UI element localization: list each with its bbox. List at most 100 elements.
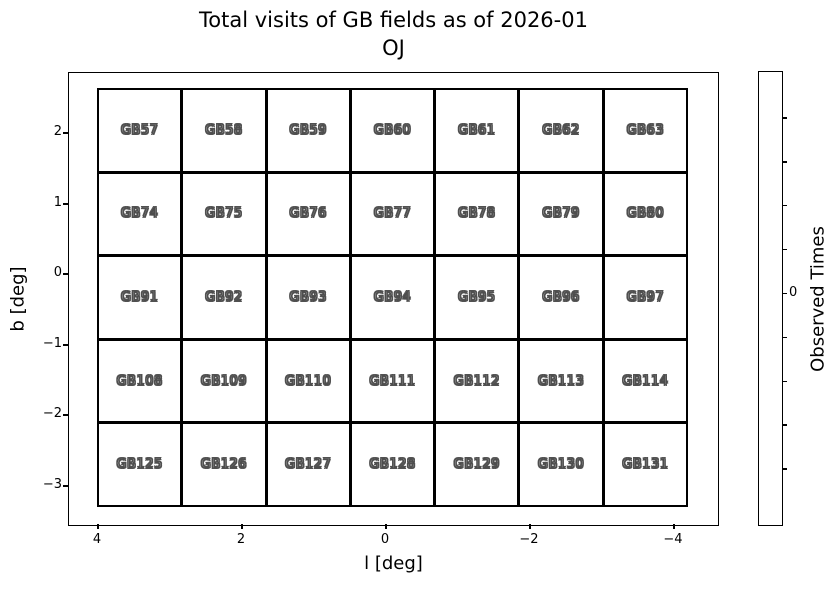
field-label: GB59 — [289, 122, 327, 138]
y-tick-mark — [62, 485, 68, 487]
field-label: GB57 — [120, 122, 159, 138]
grid-cell-GB113: GB113 — [520, 340, 602, 422]
colorbar — [758, 71, 787, 526]
chart-subtitle: OJ — [382, 36, 405, 60]
y-axis-label: b [deg] — [7, 266, 29, 332]
x-tick-mark — [529, 524, 531, 529]
grid-cell-GB75: GB75 — [183, 173, 265, 255]
field-label: GB60 — [373, 122, 412, 138]
x-tick-label: 4 — [92, 532, 102, 547]
field-label: GB96 — [542, 289, 580, 305]
field-grid: GB57 GB58 GB59 GB60 GB61 GB62 GB63 GB74 GB75 GB76… — [97, 88, 688, 507]
grid-cell-GB78: GB78 — [436, 173, 518, 255]
field-label: GB113 — [537, 373, 585, 389]
field-label: GB95 — [457, 289, 496, 305]
colorbar-tick-mark — [782, 336, 787, 339]
grid-cell-GB109: GB109 — [183, 340, 265, 422]
colorbar-tick-mark — [782, 380, 787, 382]
grid-cell-GB96: GB96 — [520, 257, 602, 338]
grid-cell-GB63: GB63 — [604, 90, 686, 171]
grid-cell-GB126: GB126 — [183, 424, 265, 505]
field-label: GB78 — [457, 206, 496, 222]
colorbar-tick-mark — [782, 292, 787, 295]
grid-cell-GB97: GB97 — [604, 257, 686, 338]
field-label: GB112 — [453, 373, 500, 389]
y-tick-mark — [62, 344, 68, 346]
grid-cell-GB77: GB77 — [351, 173, 434, 255]
grid-cell-GB95: GB95 — [436, 257, 518, 338]
grid-cell-GB62: GB62 — [520, 90, 602, 171]
field-label: GB61 — [457, 122, 496, 138]
x-tick-label: −4 — [663, 532, 683, 547]
colorbar-label: Observed Times — [807, 226, 829, 372]
x-tick-label: −2 — [519, 532, 539, 547]
field-label: GB97 — [626, 289, 665, 305]
x-tick-mark — [97, 524, 99, 529]
colorbar-tick-mark — [782, 468, 787, 470]
grid-cell-GB91: GB91 — [99, 257, 181, 338]
colorbar-tick-mark — [782, 248, 787, 251]
y-tick-label: −3 — [42, 477, 62, 492]
field-label: GB58 — [205, 122, 243, 138]
grid-cell-GB111: GB111 — [351, 340, 434, 422]
field-label: GB114 — [622, 373, 669, 389]
field-label: GB129 — [453, 457, 500, 473]
field-label: GB79 — [542, 206, 580, 222]
field-label: GB130 — [537, 457, 585, 473]
y-tick-label: 2 — [53, 124, 62, 139]
grid-cell-GB112: GB112 — [436, 340, 518, 422]
grid-cell-GB108: GB108 — [99, 340, 181, 422]
colorbar-tick-label: 0 — [789, 284, 798, 300]
y-tick-mark — [62, 132, 68, 134]
field-label: GB92 — [205, 289, 243, 305]
grid-cell-GB94: GB94 — [351, 257, 434, 338]
grid-cell-GB76: GB76 — [267, 173, 349, 255]
x-tick-mark — [673, 524, 675, 529]
field-label: GB75 — [205, 206, 243, 222]
grid-cell-GB79: GB79 — [520, 173, 602, 255]
grid-cell-GB131: GB131 — [604, 424, 686, 505]
grid-cell-GB93: GB93 — [267, 257, 349, 338]
field-label: GB108 — [116, 373, 163, 389]
field-label: GB125 — [116, 457, 163, 473]
grid-cell-GB57: GB57 — [99, 90, 181, 171]
field-label: GB74 — [120, 206, 159, 222]
grid-cell-GB61: GB61 — [436, 90, 518, 171]
x-axis-label: l [deg] — [364, 553, 423, 574]
y-tick-mark — [62, 273, 68, 275]
field-label: GB76 — [289, 206, 327, 222]
field-label: GB111 — [369, 373, 416, 389]
y-tick-mark — [62, 414, 68, 416]
x-tick-label: 2 — [236, 532, 246, 547]
chart-title: Total visits of GB fields as of 2026-01 — [199, 8, 588, 32]
field-label: GB80 — [626, 206, 665, 222]
y-tick-label: −1 — [42, 336, 62, 351]
colorbar-tick-mark — [782, 161, 787, 163]
y-tick-label: 0 — [53, 265, 62, 280]
grid-cell-GB110: GB110 — [267, 340, 349, 422]
grid-cell-GB129: GB129 — [436, 424, 518, 505]
field-label: GB128 — [369, 457, 416, 473]
field-label: GB126 — [200, 457, 248, 473]
field-label: GB127 — [284, 457, 332, 473]
colorbar-tick-mark — [782, 117, 787, 119]
colorbar-tick-mark — [782, 424, 787, 426]
grid-cell-GB74: GB74 — [99, 173, 181, 255]
grid-cell-GB114: GB114 — [604, 340, 686, 422]
y-tick-mark — [62, 203, 68, 205]
field-label: GB94 — [373, 289, 412, 305]
grid-cell-GB128: GB128 — [351, 424, 434, 505]
grid-cell-GB59: GB59 — [267, 90, 349, 171]
plot-area: GB57 GB58 GB59 GB60 GB61 GB62 GB63 GB74 GB75 GB76… — [62, 72, 719, 529]
grid-cell-GB127: GB127 — [267, 424, 349, 505]
y-tick-label: 1 — [53, 195, 62, 210]
colorbar-tick-mark — [782, 205, 787, 207]
x-tick-label: 0 — [380, 532, 390, 547]
grid-cell-GB92: GB92 — [183, 257, 265, 338]
grid-cell-GB125: GB125 — [99, 424, 181, 505]
field-label: GB109 — [200, 373, 248, 389]
field-label: GB77 — [373, 206, 412, 222]
y-tick-label: −2 — [42, 406, 62, 421]
grid-cell-GB80: GB80 — [604, 173, 686, 255]
